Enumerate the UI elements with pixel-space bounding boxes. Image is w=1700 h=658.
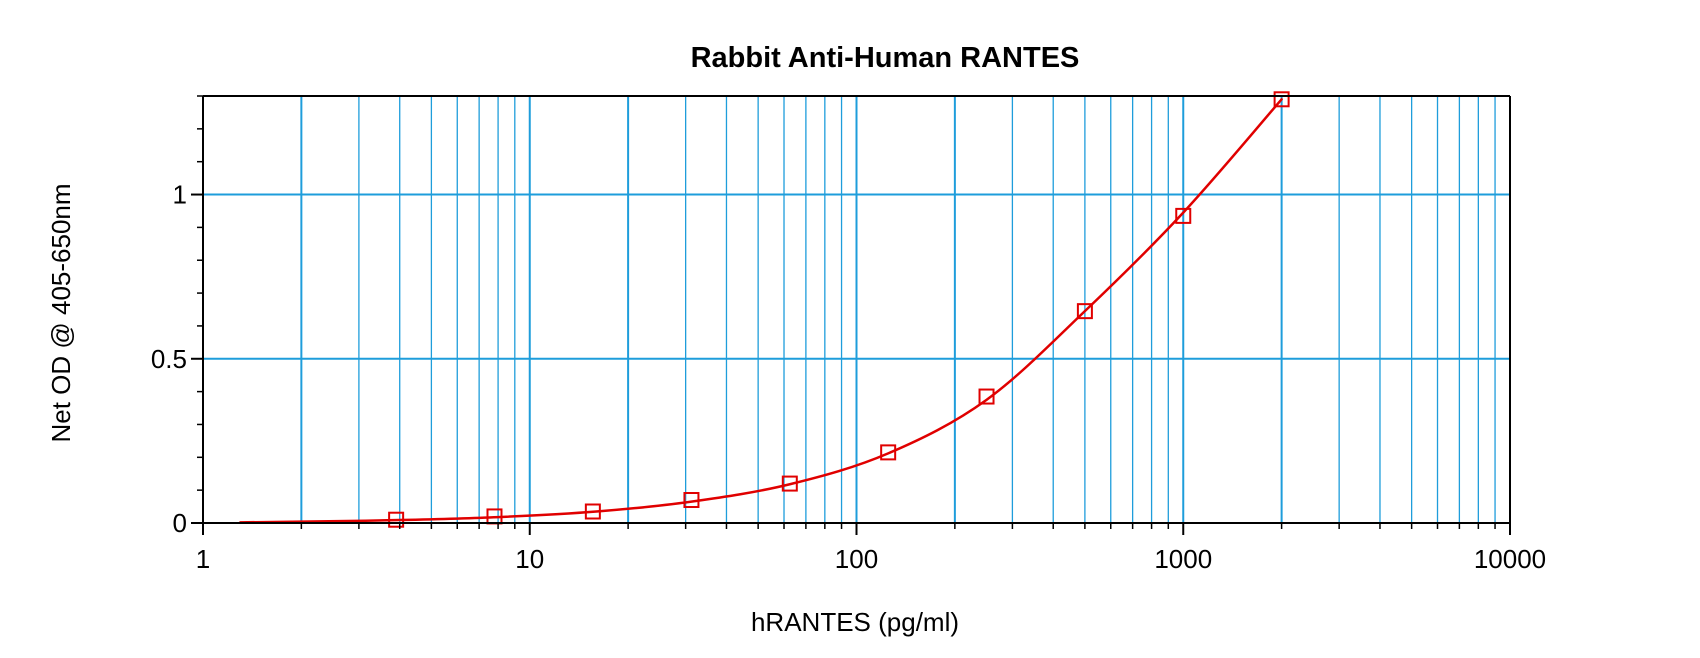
data-point — [978, 388, 995, 405]
data-point — [388, 511, 405, 528]
x-tick-label: 10 — [515, 544, 544, 574]
x-tick-label: 10000 — [1474, 544, 1546, 574]
y-axis-label: Net OD @ 405-650nm — [46, 183, 76, 442]
y-tick-label: 0 — [173, 508, 187, 538]
y-tick-label: 0.5 — [151, 344, 187, 374]
fit-curve — [238, 98, 1283, 524]
x-tick-label: 1000 — [1154, 544, 1212, 574]
grid-layer — [203, 96, 1510, 523]
data-point — [781, 475, 798, 492]
x-tick-label: 100 — [835, 544, 878, 574]
y-tick-label: 1 — [173, 180, 187, 210]
data-point — [683, 492, 700, 509]
data-point — [1273, 91, 1290, 108]
chart-title: Rabbit Anti-Human RANTES — [691, 42, 1080, 74]
curve-layer — [238, 98, 1283, 524]
data-point — [1076, 303, 1093, 320]
data-point — [584, 503, 601, 520]
data-point — [880, 444, 897, 461]
x-tick-label: 1 — [196, 544, 210, 574]
points-layer — [388, 91, 1290, 528]
tick-layer: 1 10 100 1000 10000 0 0.5 1 — [151, 95, 1546, 574]
data-point — [1175, 207, 1192, 224]
x-axis-label: hRANTES (pg/ml) — [751, 607, 959, 637]
